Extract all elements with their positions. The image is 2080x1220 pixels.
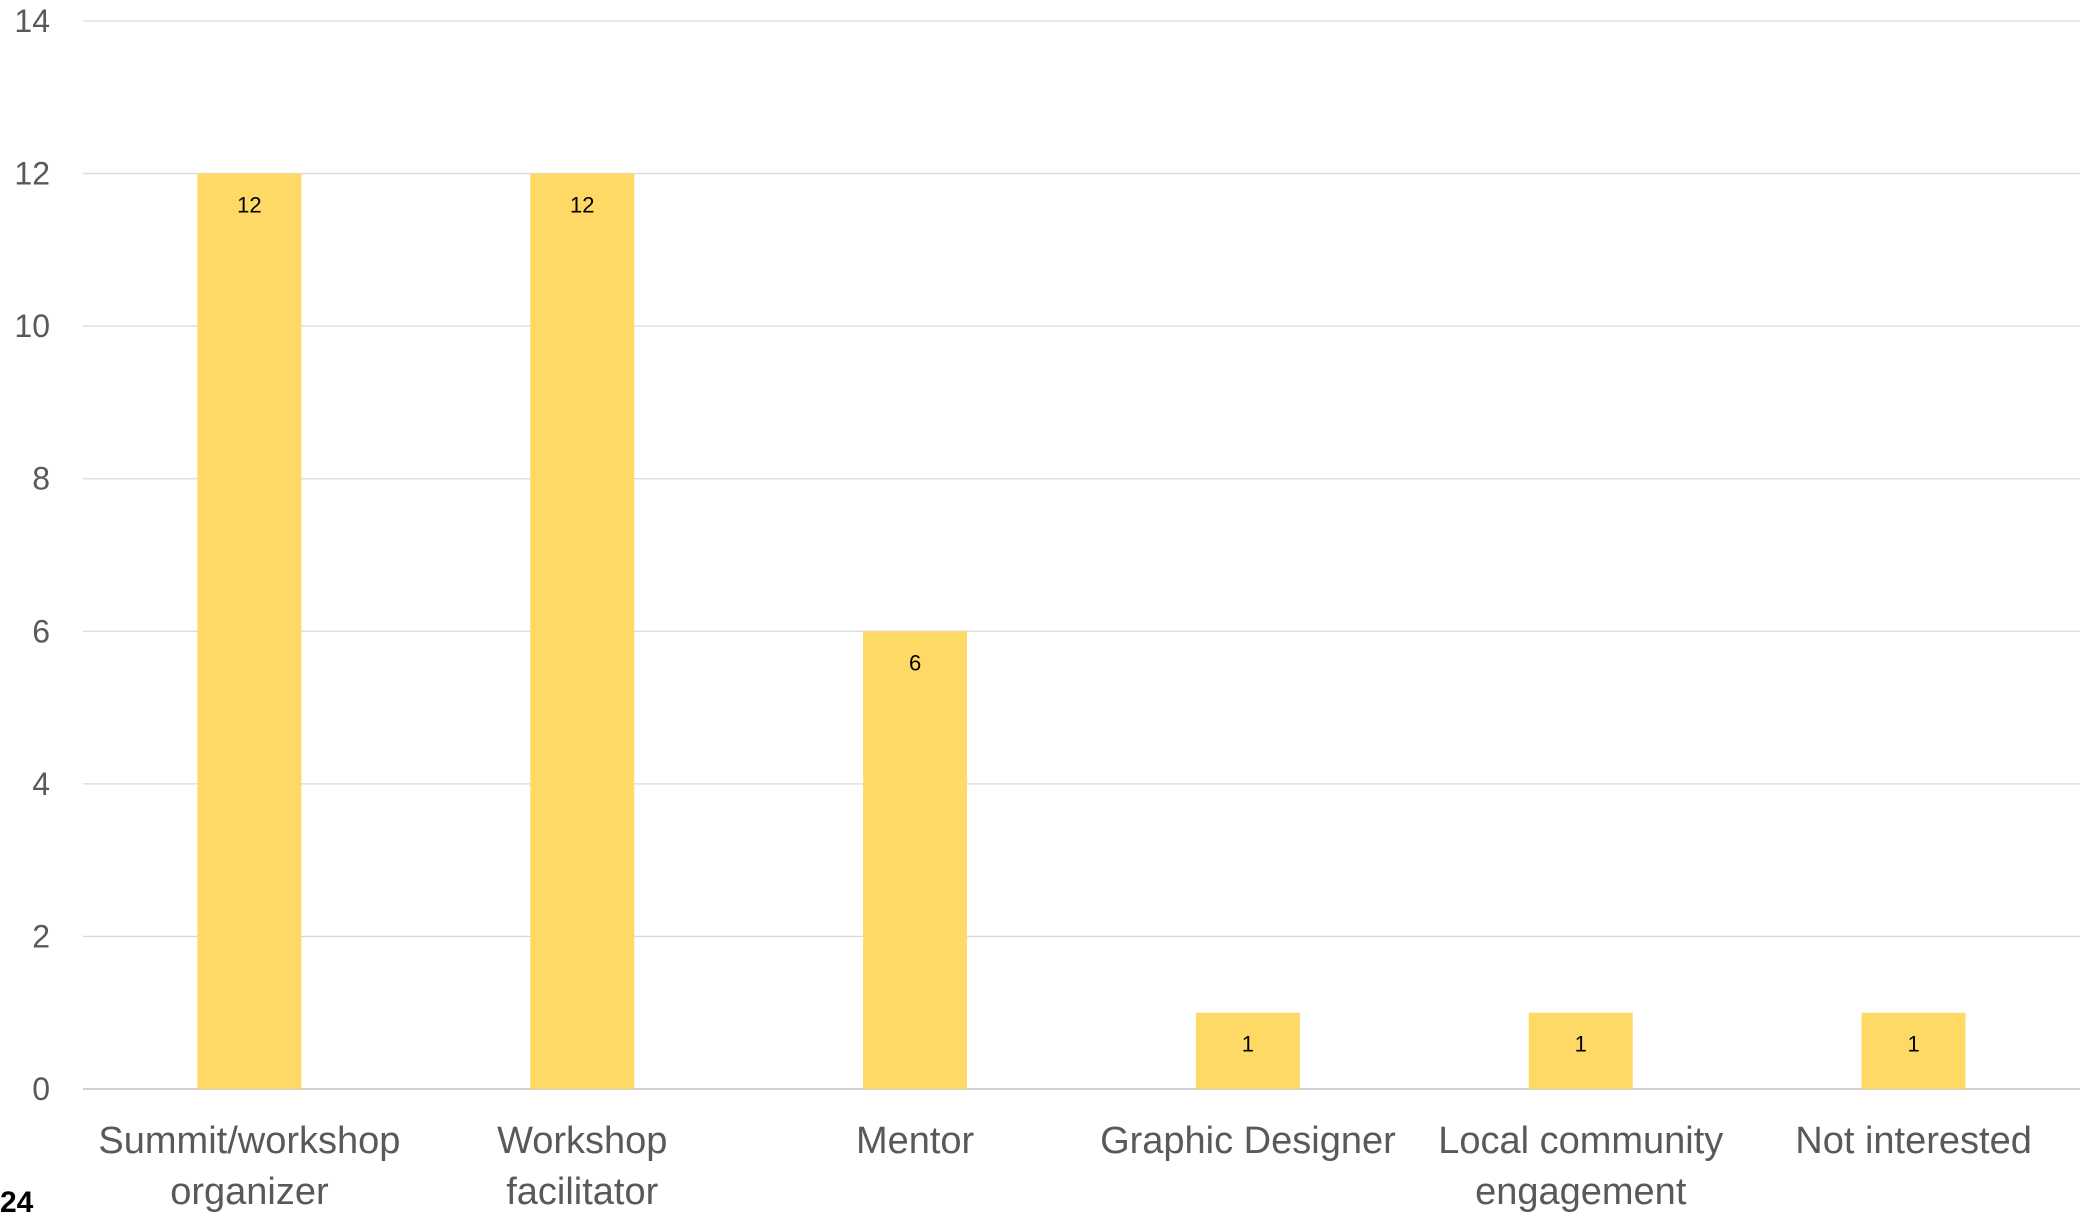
- bar: [197, 174, 301, 1089]
- x-category-label: engagement: [1475, 1171, 1687, 1213]
- gridlines: [83, 21, 2080, 1089]
- data-label: 1: [1907, 1032, 1919, 1057]
- x-category-label: Mentor: [856, 1120, 975, 1162]
- x-axis-labels: Summit/workshop organizer Workshop facilita…: [98, 1120, 2031, 1213]
- y-tick-label: 4: [32, 766, 50, 802]
- x-category-label: Summit/workshop: [98, 1120, 400, 1162]
- y-tick-label: 2: [32, 918, 50, 954]
- data-labels: 12 12 6 1 1 1: [237, 193, 1920, 1057]
- data-label: 1: [1242, 1032, 1254, 1057]
- x-category-label: Not interested: [1795, 1120, 2032, 1162]
- x-category-label: organizer: [170, 1171, 329, 1213]
- bar: [863, 631, 967, 1089]
- y-axis-ticks: 0 2 4 6 8 10 12 14: [14, 3, 50, 1107]
- bar: [530, 174, 634, 1089]
- x-category-label: Graphic Designer: [1100, 1120, 1396, 1162]
- x-category-label: Workshop: [497, 1120, 667, 1162]
- data-label: 1: [1575, 1032, 1587, 1057]
- page-number-fragment: 24: [0, 1186, 33, 1220]
- data-label: 12: [237, 193, 261, 218]
- y-tick-label: 12: [14, 156, 50, 192]
- y-tick-label: 8: [32, 461, 50, 497]
- x-category-label: facilitator: [506, 1171, 658, 1213]
- y-tick-label: 6: [32, 613, 50, 649]
- data-label: 12: [570, 193, 594, 218]
- data-label: 6: [909, 650, 921, 675]
- y-tick-label: 14: [14, 3, 50, 39]
- y-tick-label: 10: [14, 308, 50, 344]
- y-tick-label: 0: [32, 1071, 50, 1107]
- x-category-label: Local community: [1438, 1120, 1723, 1162]
